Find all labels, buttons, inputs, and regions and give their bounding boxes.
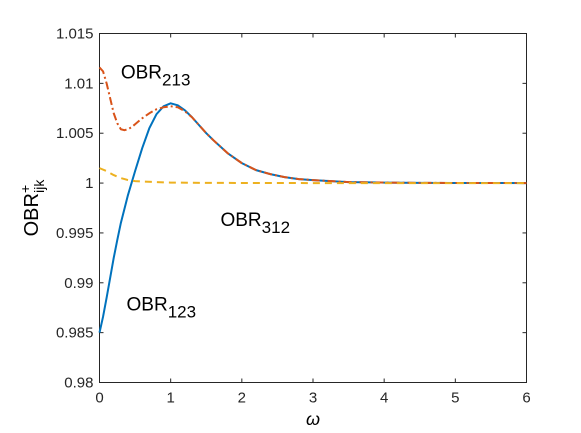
y-axis-label-sup: +	[17, 185, 33, 193]
annotation-obr-123: OBR123	[127, 295, 197, 322]
x-tick-label: 4	[380, 390, 388, 407]
x-axis-label: ω	[306, 409, 320, 429]
annotation-obr-213: OBR213	[121, 62, 191, 89]
svg-text:OBR+ijk: OBR+ijk	[17, 179, 47, 237]
y-axis-label: OBR+ijk	[17, 179, 47, 237]
x-tick-label: 6	[522, 390, 530, 407]
x-tick-label: 1	[166, 390, 174, 407]
annotation-obr-312: OBR312	[220, 210, 290, 237]
y-axis-label-main: OBR	[21, 193, 43, 236]
x-ticks: 0 1 2 3 4 5 6	[95, 33, 531, 407]
y-tick-label: 1.015	[56, 26, 94, 43]
x-tick-label: 0	[95, 390, 103, 407]
annotations: OBR213 OBR312 OBR123	[121, 62, 290, 321]
series-line-obr-312	[99, 167, 527, 185]
y-axis-label-sub: ijk	[31, 179, 47, 193]
y-tick-label: 0.995	[56, 225, 94, 242]
y-ticks: 0.98 0.985 0.99 0.995 1 1.005 1.01 1.015	[56, 26, 527, 392]
axes-box	[99, 33, 527, 383]
y-tick-label: 1.01	[64, 75, 93, 92]
y-tick-label: 1.005	[56, 125, 94, 142]
x-tick-label: 3	[309, 390, 317, 407]
x-tick-label: 2	[238, 390, 246, 407]
y-tick-label: 0.99	[64, 275, 93, 292]
x-tick-label: 5	[451, 390, 459, 407]
series-group	[98, 66, 527, 333]
y-tick-label: 0.985	[56, 325, 94, 342]
y-tick-label: 0.98	[64, 375, 93, 392]
y-tick-label: 1	[85, 175, 93, 192]
